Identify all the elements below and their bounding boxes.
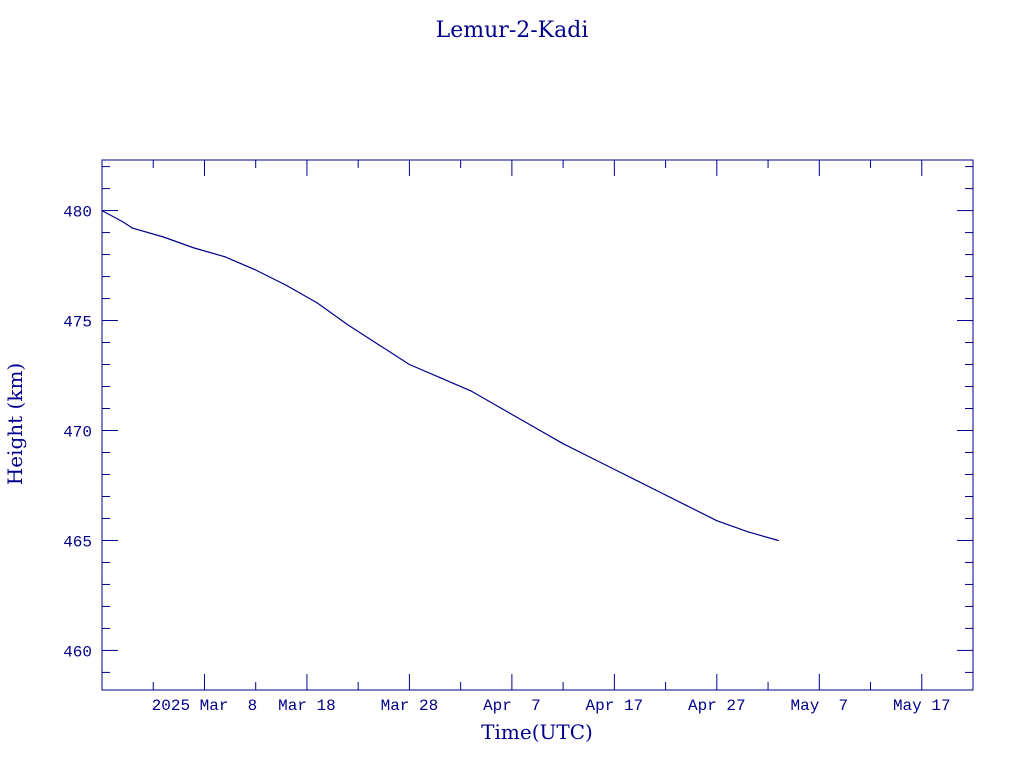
height-data-point [224, 256, 226, 258]
height-data-point [255, 269, 257, 271]
x-tick-label: Mar 18 [278, 697, 336, 715]
height-data-point [132, 227, 134, 229]
y-axis-label: Height (km) [3, 363, 27, 485]
y-axis-ticks [102, 166, 973, 673]
height-data-point [624, 473, 626, 476]
x-tick-label: Mar 28 [381, 697, 439, 715]
x-tick-label: May 17 [893, 697, 951, 715]
height-data-point [777, 539, 779, 542]
height-data-point [501, 407, 503, 410]
chart-title: Lemur-2-Kadi [436, 18, 589, 43]
height-data-point [285, 284, 288, 286]
y-tick-label: 475 [63, 314, 92, 332]
height-data-point [101, 209, 103, 212]
height-data-point [685, 504, 687, 506]
height-data-point [378, 344, 380, 346]
height-data-point [121, 220, 124, 223]
y-tick-label: 460 [63, 643, 92, 661]
x-tick-label: Apr 7 [483, 697, 541, 715]
x-axis-ticks [152, 160, 923, 690]
x-tick-label: Apr 27 [688, 697, 746, 715]
height-data-point [439, 377, 441, 379]
height-data-point [654, 489, 656, 491]
x-tick-label: Apr 17 [586, 697, 644, 715]
height-data-point [470, 390, 472, 392]
x-tick-label: May 7 [790, 697, 848, 715]
height-data-point [531, 425, 533, 427]
x-axis-label: Time(UTC) [481, 720, 593, 744]
height-data-point [746, 531, 749, 533]
height-data-point [408, 363, 411, 366]
height-series-line [101, 210, 779, 542]
y-axis-tick-labels: 460 465 470 475 480 [63, 204, 92, 662]
x-axis-tick-labels: 2025 Mar 8 Mar 18 Mar 28 Apr 7 Apr 17 Apr 27 M… [152, 697, 951, 715]
height-data-point [193, 247, 195, 249]
y-tick-label: 465 [63, 533, 92, 551]
plot-frame [101, 159, 974, 691]
height-data-point [347, 324, 349, 326]
series-layer [101, 209, 779, 542]
x-tick-label: 2025 Mar 8 [152, 697, 258, 715]
height-data-point [316, 302, 318, 304]
y-tick-label: 470 [63, 423, 92, 441]
height-data-point [593, 458, 595, 460]
height-data-point [562, 443, 564, 445]
y-tick-label: 480 [63, 204, 92, 222]
height-data-point [162, 236, 165, 238]
height-data-point [716, 520, 718, 522]
